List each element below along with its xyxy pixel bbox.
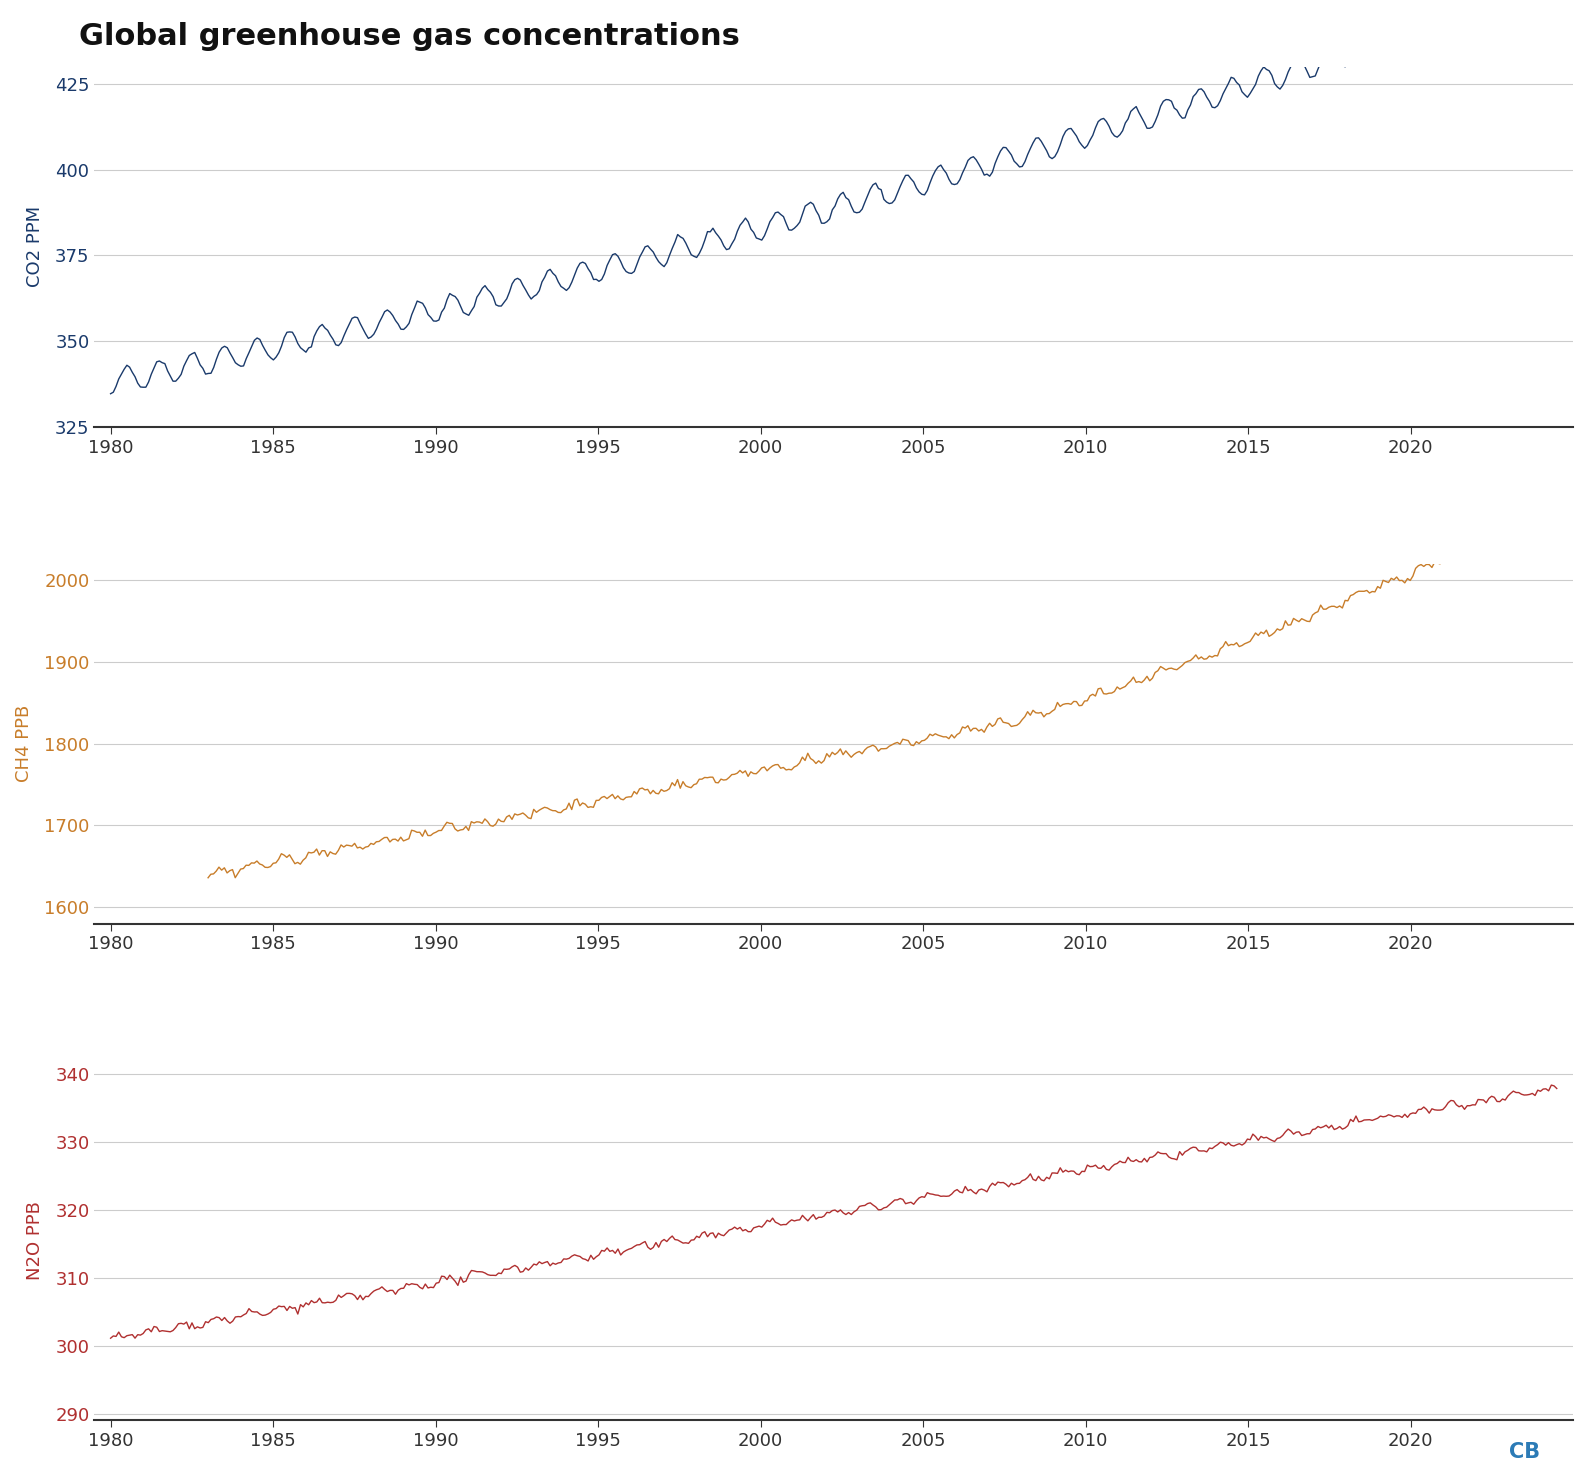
Y-axis label: CO2 PPM: CO2 PPM <box>25 206 44 287</box>
Y-axis label: N2O PPB: N2O PPB <box>25 1200 44 1280</box>
Y-axis label: CH4 PPB: CH4 PPB <box>14 704 33 783</box>
Text: CB: CB <box>1509 1442 1540 1462</box>
Text: Global greenhouse gas concentrations: Global greenhouse gas concentrations <box>79 22 740 52</box>
